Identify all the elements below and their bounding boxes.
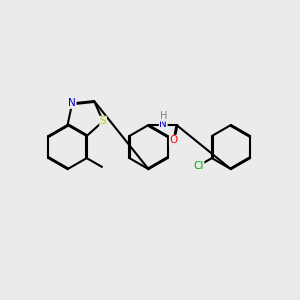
Text: Cl: Cl: [194, 161, 204, 171]
Text: N: N: [68, 98, 76, 108]
Text: S: S: [100, 116, 106, 126]
Text: N: N: [159, 118, 167, 128]
Text: O: O: [169, 135, 178, 145]
Text: H: H: [160, 111, 167, 121]
